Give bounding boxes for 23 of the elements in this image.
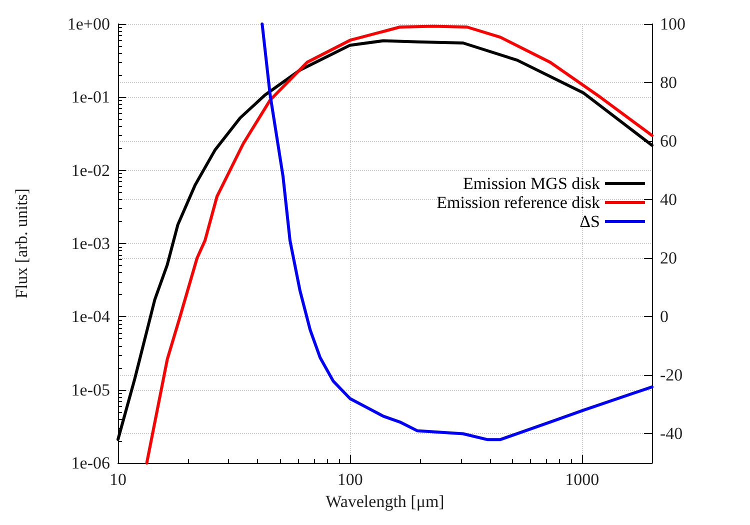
y-tick-label: 1e-02 bbox=[71, 160, 110, 180]
x-axis-title: Wavelength [μm] bbox=[326, 492, 444, 511]
y2-tick-label: 20 bbox=[660, 248, 677, 268]
legend-label: ΔS bbox=[580, 212, 600, 231]
y-axis-title: Flux [arb. units] bbox=[12, 188, 31, 299]
x-tick-label: 10 bbox=[110, 470, 126, 489]
y-tick-label: 1e-06 bbox=[71, 454, 110, 472]
y2-tick-label: -40 bbox=[660, 424, 683, 444]
x-tick-label: 100 bbox=[337, 470, 363, 489]
y2-tick-label: 60 bbox=[660, 132, 677, 151]
y-tick-label: 1e-03 bbox=[71, 234, 110, 253]
x-tick-label: 1000 bbox=[565, 470, 600, 489]
y2-tick-label: 80 bbox=[660, 73, 677, 92]
legend-label: Emission MGS disk bbox=[463, 174, 600, 193]
y-tick-label: 1e-05 bbox=[71, 380, 110, 400]
y-tick-label: 1e-04 bbox=[71, 307, 110, 326]
y2-tick-label: 0 bbox=[660, 307, 668, 326]
y2-tick-label: 100 bbox=[660, 14, 686, 34]
y-tick-label: 1e-01 bbox=[71, 88, 110, 107]
y2-tick-label: 40 bbox=[660, 190, 677, 210]
y2-tick-label: -20 bbox=[660, 366, 683, 385]
y-tick-label: 1e+00 bbox=[67, 14, 110, 34]
legend-label: Emission reference disk bbox=[436, 193, 600, 212]
